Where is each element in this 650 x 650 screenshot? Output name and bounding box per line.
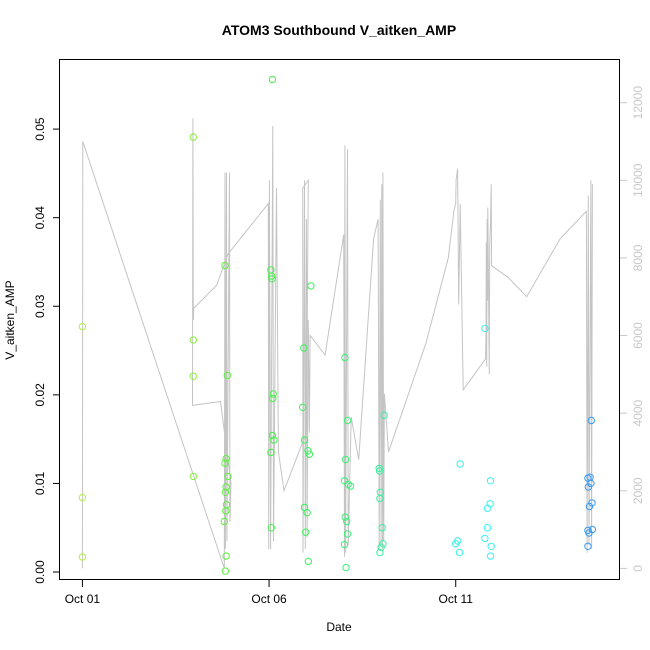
- data-point: [340, 540, 349, 549]
- data-point: [222, 507, 230, 515]
- data-point: [267, 448, 275, 457]
- data-point: [341, 353, 349, 362]
- data-point: [341, 455, 350, 464]
- data-point: [189, 133, 198, 141]
- data-point: [268, 275, 276, 283]
- data-point: [78, 493, 87, 502]
- data-point: [379, 540, 387, 548]
- plot-frame: [59, 59, 620, 580]
- x-tick-label: Oct 11: [438, 592, 473, 606]
- y2-tick-label: 4000: [631, 399, 645, 426]
- data-point: [587, 416, 595, 425]
- data-point: [483, 504, 492, 512]
- data-point: [221, 567, 230, 575]
- data-point: [343, 517, 351, 526]
- data-point: [307, 282, 315, 290]
- x-axis-label: Date: [326, 620, 352, 634]
- data-point: [342, 563, 350, 572]
- y-tick-label: 0.03: [33, 294, 47, 318]
- data-point: [305, 450, 314, 458]
- data-point: [303, 509, 311, 517]
- x-tick-label: Oct 01: [65, 592, 101, 606]
- data-point: [221, 261, 229, 270]
- y-tick-label: 0.05: [33, 117, 47, 141]
- data-point: [455, 548, 464, 557]
- data-point: [376, 494, 384, 503]
- data-point: [224, 472, 232, 481]
- data-point: [380, 411, 388, 419]
- data-point: [481, 324, 489, 333]
- y-tick-label: 0.00: [33, 560, 47, 584]
- data-point: [343, 416, 352, 425]
- y2-axis-right: 0 2000 4000 6000 8000 10000 12000: [620, 86, 645, 572]
- data-point: [452, 540, 460, 548]
- data-point: [344, 480, 352, 488]
- x-axis: Oct 01 Oct 06 Oct 11: [65, 580, 473, 606]
- y2-tick-label: 6000: [631, 322, 645, 349]
- data-point: [221, 459, 229, 467]
- y-axis: 0.00 0.01 0.02 0.03 0.04 0.05: [33, 117, 60, 584]
- data-point: [268, 272, 276, 280]
- y-tick-label: 0.02: [33, 383, 47, 407]
- data-point: [78, 553, 87, 561]
- data-point: [189, 472, 198, 481]
- points-layer: [78, 75, 597, 575]
- y-tick-label: 0.04: [33, 206, 47, 230]
- data-point: [377, 543, 385, 551]
- data-point: [586, 473, 594, 481]
- data-point: [269, 394, 277, 403]
- data-point: [300, 436, 309, 444]
- y-tick-label: 0.01: [33, 471, 47, 495]
- data-point: [223, 371, 232, 380]
- data-point: [486, 477, 495, 485]
- data-point: [269, 390, 277, 398]
- data-point: [222, 454, 230, 463]
- y2-tick-label: 0: [631, 565, 645, 572]
- data-point: [584, 542, 592, 550]
- data-point: [302, 528, 310, 536]
- y2-tick-label: 12000: [631, 86, 645, 120]
- data-point: [189, 372, 198, 380]
- data-point: [78, 322, 87, 331]
- trace-line: [81, 118, 593, 569]
- data-point: [268, 431, 277, 440]
- data-point: [270, 436, 278, 444]
- data-point: [483, 524, 492, 532]
- data-point: [220, 517, 229, 526]
- data-point: [268, 75, 277, 84]
- data-point: [222, 552, 230, 560]
- data-point: [267, 524, 275, 532]
- data-point: [588, 525, 597, 534]
- data-point: [221, 488, 230, 496]
- trace-layer: [81, 118, 593, 569]
- data-point: [487, 542, 495, 550]
- data-point: [343, 530, 352, 538]
- data-point: [304, 447, 312, 455]
- x-tick-label: Oct 06: [251, 592, 287, 606]
- data-point: [189, 336, 198, 344]
- data-point: [486, 552, 495, 560]
- y-axis-label: V_aitken_AMP: [3, 280, 17, 359]
- data-point: [587, 479, 595, 488]
- data-point: [481, 534, 489, 543]
- data-point: [304, 557, 312, 566]
- data-point: [375, 467, 384, 475]
- data-point: [375, 464, 383, 473]
- data-point: [300, 344, 308, 352]
- chart-title: ATOM3 Southbound V_aitken_AMP: [222, 22, 456, 38]
- data-point: [376, 548, 384, 557]
- data-point: [456, 460, 464, 468]
- data-point: [346, 482, 355, 490]
- data-point: [341, 513, 349, 521]
- data-point: [299, 403, 307, 411]
- data-point: [585, 502, 594, 511]
- data-point: [378, 524, 386, 532]
- y2-tick-label: 2000: [631, 477, 645, 504]
- data-point: [222, 483, 230, 491]
- y2-tick-label: 8000: [631, 244, 645, 271]
- y2-tick-label: 10000: [631, 163, 645, 197]
